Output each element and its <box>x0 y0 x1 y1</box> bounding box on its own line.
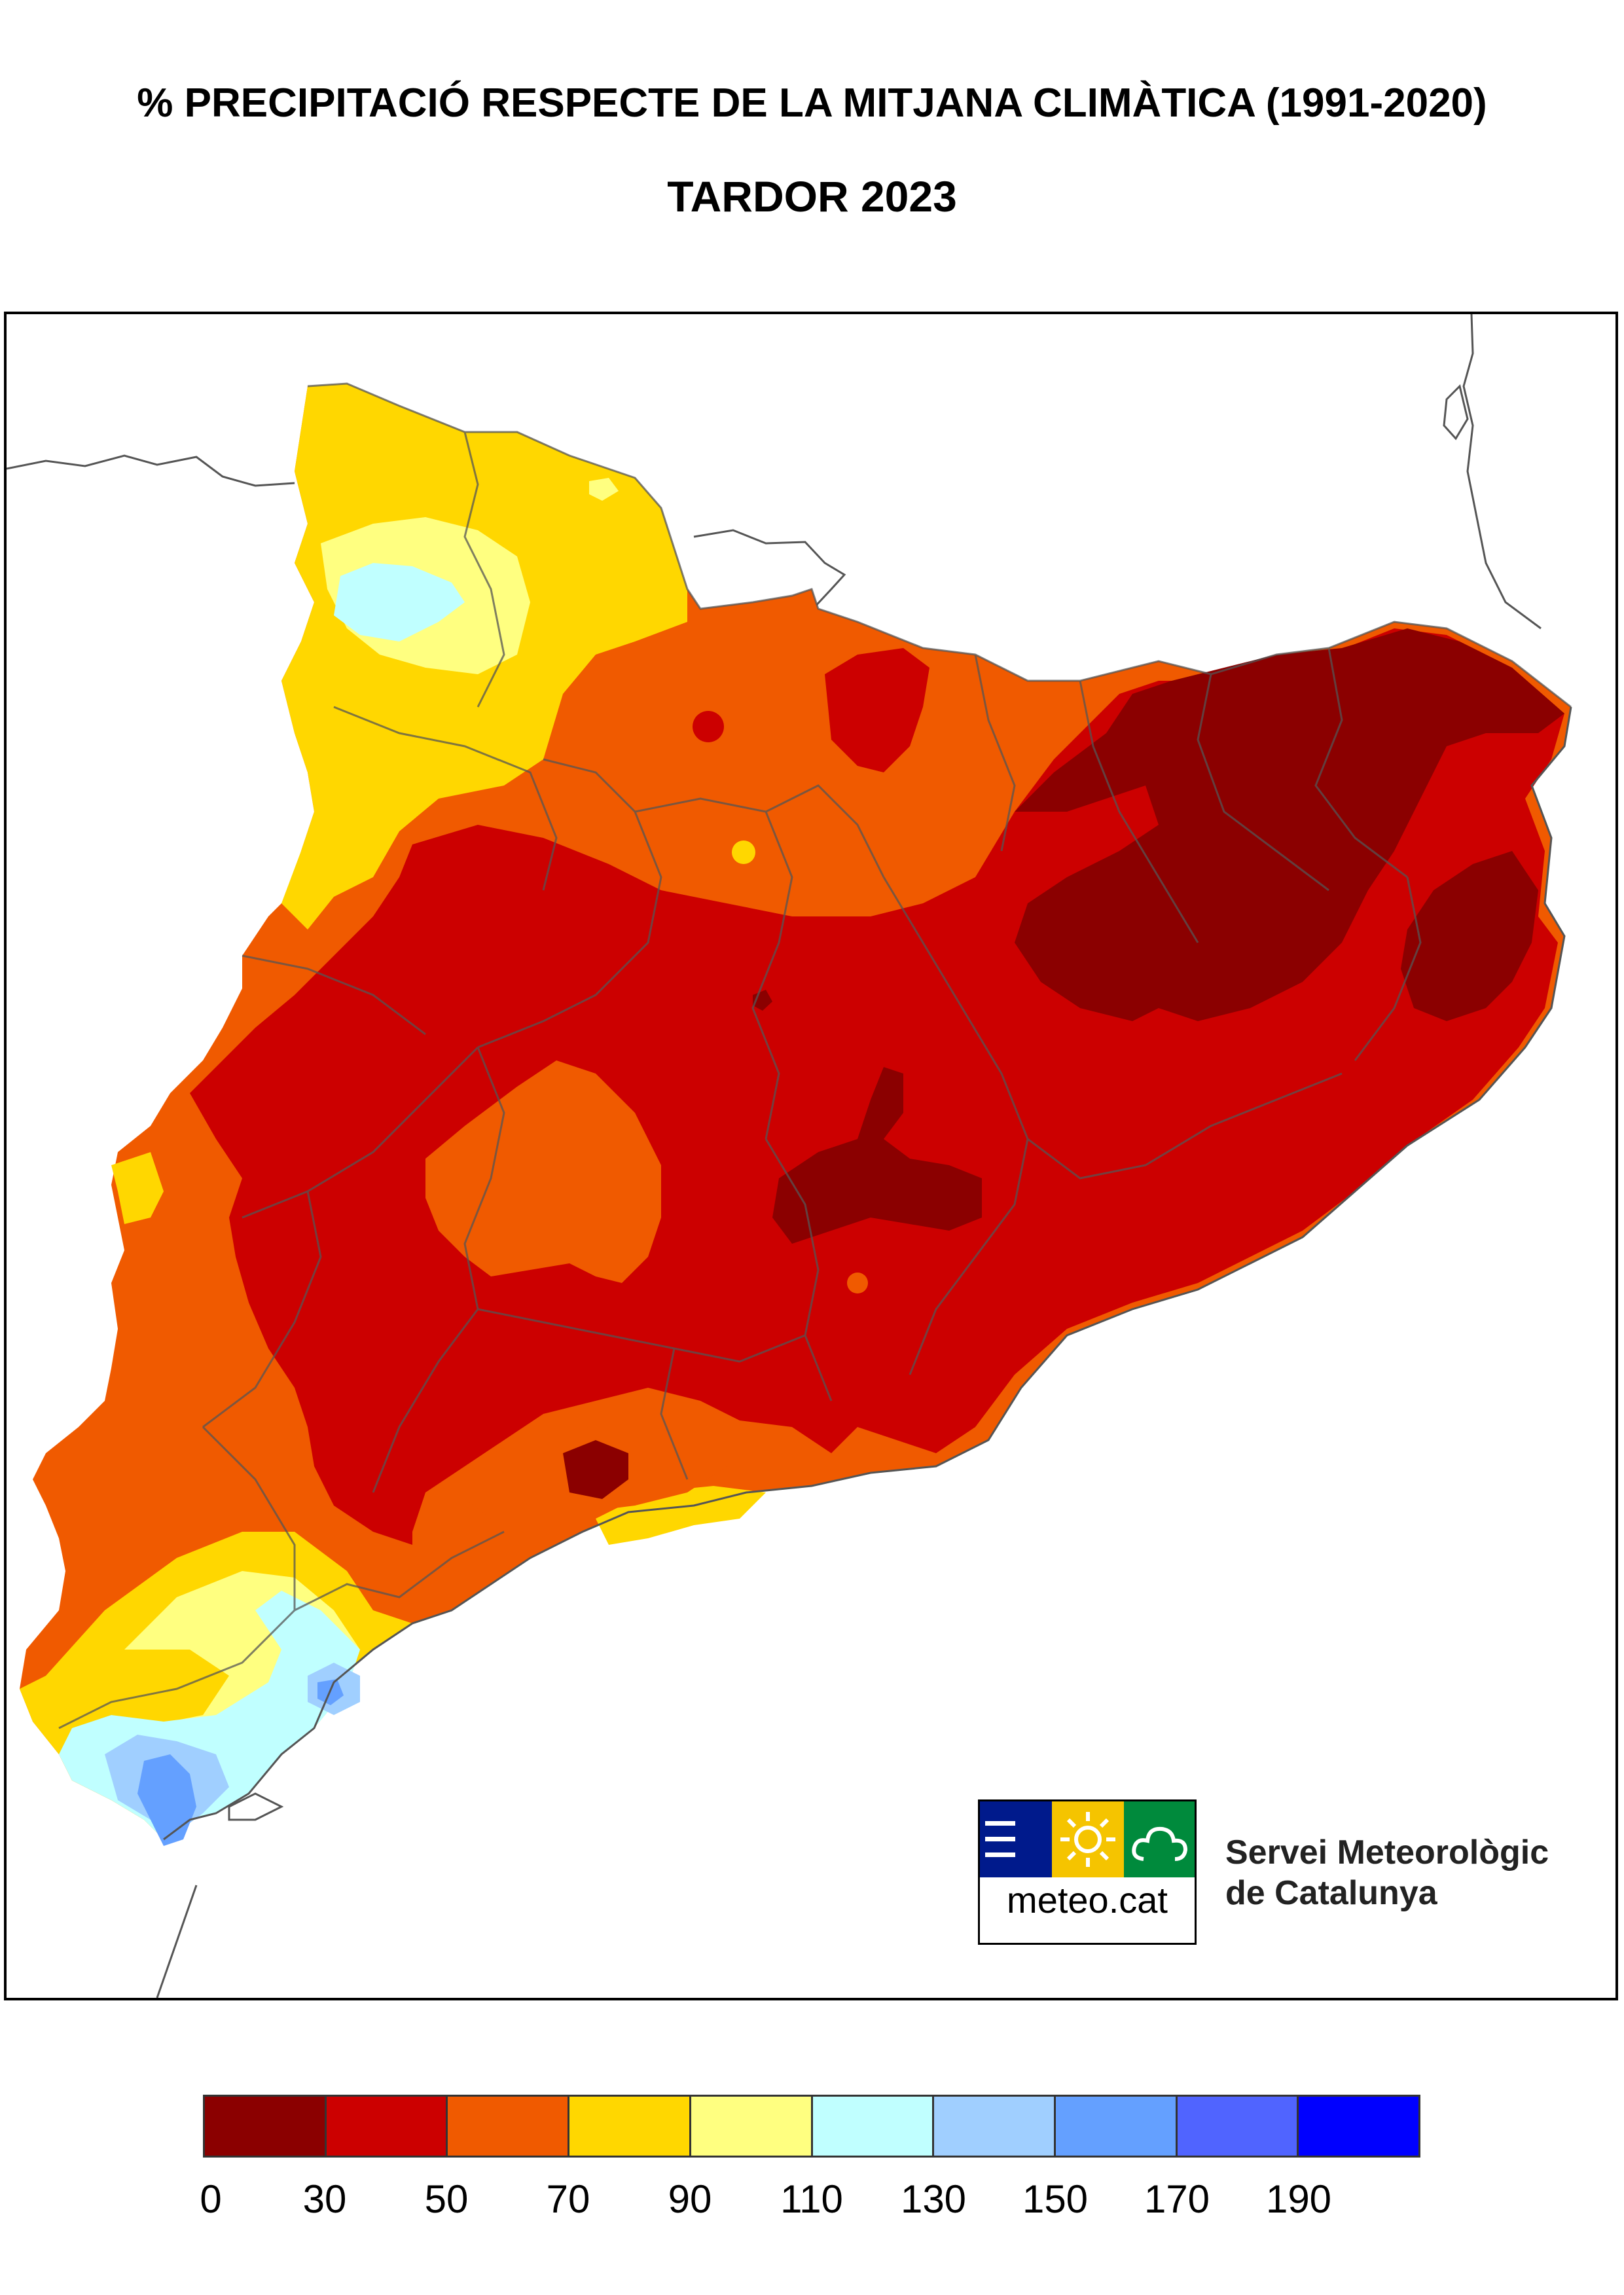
region-0-30-central <box>772 1067 982 1244</box>
legend-tick-label: 0 <box>200 2177 222 2221</box>
region-150-170 <box>137 1754 196 1846</box>
cloud-icon <box>1124 1801 1195 1877</box>
organization-line2: de Catalunya <box>1225 1874 1437 1912</box>
legend-tick-label: 30 <box>302 2177 347 2221</box>
color-legend <box>203 2095 1420 2158</box>
map-title: % PRECIPITACIÓ RESPECTE DE LA MITJANA CL… <box>137 81 1487 126</box>
country-borders <box>7 314 1542 1998</box>
logo-text: meteo.cat <box>1007 1879 1168 1921</box>
legend-swatch <box>205 2097 327 2156</box>
catalonia-outline <box>163 706 1572 1841</box>
organization-name: Servei Meteorològic de Catalunya <box>1225 1832 1549 1913</box>
region-0-30-east <box>1401 851 1538 1021</box>
legend-tick-label: 130 <box>900 2177 967 2221</box>
legend-swatch <box>326 2097 448 2156</box>
legend-swatch <box>569 2097 691 2156</box>
legend-tick-label: 190 <box>1265 2177 1332 2221</box>
precipitation-map <box>7 314 1572 1998</box>
legend-swatch <box>934 2097 1056 2156</box>
legend-swatch <box>1055 2097 1178 2156</box>
ebro-delta-outline <box>228 1792 284 1821</box>
legend-swatch <box>812 2097 935 2156</box>
region-110-130-north <box>334 563 465 642</box>
legend-swatch <box>1177 2097 1299 2156</box>
legend-tick-label: 110 <box>780 2177 843 2221</box>
legend-swatch <box>691 2097 813 2156</box>
spot-70-90 <box>732 840 755 864</box>
region-0-30-south <box>563 1440 628 1499</box>
bars-icon <box>980 1801 1052 1877</box>
legend-tick-label: 70 <box>546 2177 590 2221</box>
legend-swatch <box>1299 2097 1419 2156</box>
sun-icon <box>1052 1801 1124 1877</box>
region-30-50-north <box>825 648 929 772</box>
legend-tick-label: 170 <box>1144 2177 1210 2221</box>
spot-50-70 <box>847 1273 868 1293</box>
legend-swatch <box>448 2097 570 2156</box>
region-90-110-spot <box>589 478 619 501</box>
meteo-cat-logo: meteo.cat <box>978 1799 1197 1945</box>
region-0-30-ne <box>1015 628 1564 1021</box>
legend-tick-label: 150 <box>1022 2177 1089 2221</box>
map-frame: meteo.cat Servei Meteorològic de Catalun… <box>4 312 1618 2000</box>
comarca-boundaries <box>58 382 1572 1729</box>
legend-tick-label: 50 <box>424 2177 469 2221</box>
legend-tick-label: 90 <box>668 2177 712 2221</box>
spot-30-50 <box>693 711 724 742</box>
organization-line1: Servei Meteorològic <box>1225 1834 1549 1871</box>
region-70-90-west <box>111 1152 164 1224</box>
region-50-70-island <box>425 1060 661 1283</box>
map-subtitle: TARDOR 2023 <box>667 172 957 221</box>
